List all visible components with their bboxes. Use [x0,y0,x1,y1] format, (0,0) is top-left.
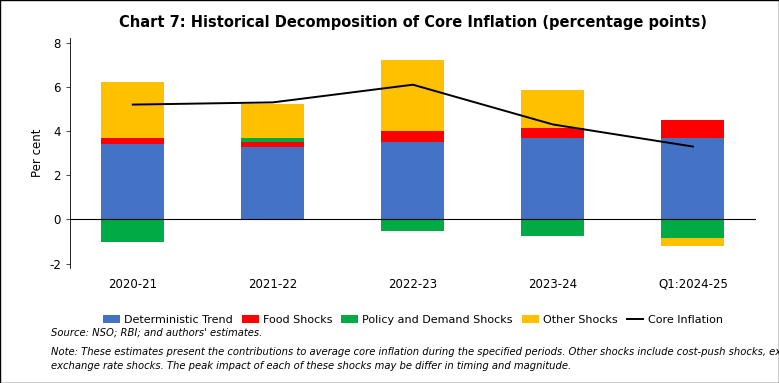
Bar [521,219,584,236]
Bar [241,138,305,142]
Text: Source: NSO; RBI; and authors' estimates.: Source: NSO; RBI; and authors' estimates… [51,327,262,337]
Bar [101,82,164,138]
Bar [101,138,164,144]
Text: Note: These estimates present the contributions to average core inflation during: Note: These estimates present the contri… [51,347,779,357]
Bar [382,142,444,219]
Bar [661,138,724,219]
Bar [661,219,724,238]
Title: Chart 7: Historical Decomposition of Core Inflation (percentage points): Chart 7: Historical Decomposition of Cor… [119,15,707,30]
Bar [241,147,305,219]
Bar [661,121,724,138]
Bar [101,219,164,242]
Bar [382,131,444,142]
Bar [101,144,164,219]
Bar [241,142,305,147]
Legend: Deterministic Trend, Food Shocks, Policy and Demand Shocks, Other Shocks, Core I: Deterministic Trend, Food Shocks, Policy… [99,311,727,329]
Text: exchange rate shocks. The peak impact of each of these shocks may be differ in t: exchange rate shocks. The peak impact of… [51,361,571,371]
Bar [521,90,584,128]
Bar [521,128,584,138]
Bar [521,138,584,219]
Bar [382,219,444,231]
Y-axis label: Per cent: Per cent [30,129,44,177]
Bar [382,61,444,131]
Bar [241,104,305,138]
Bar [661,238,724,246]
